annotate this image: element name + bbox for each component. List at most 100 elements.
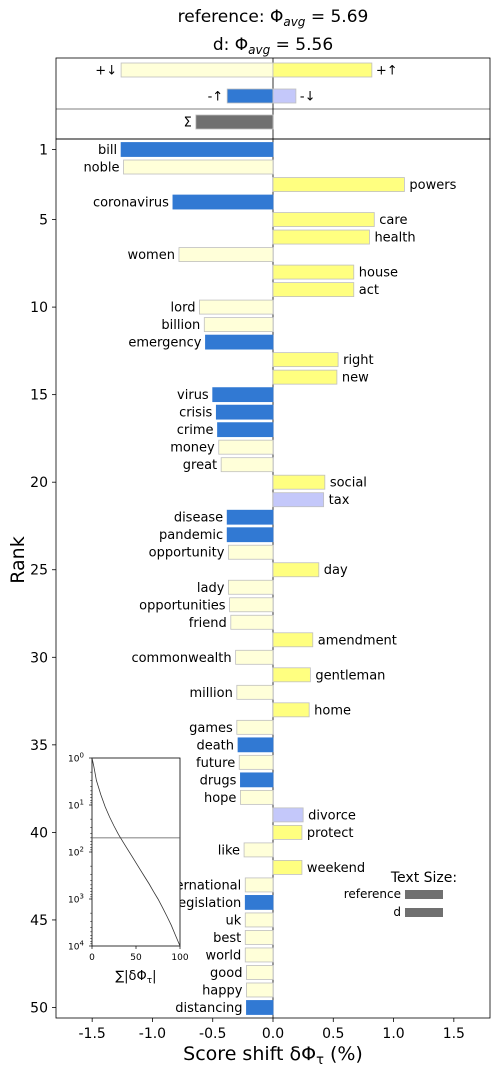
word-label: pandemic	[159, 528, 223, 543]
text-size-label: reference	[344, 887, 401, 901]
word-label: protect	[307, 826, 354, 841]
word-label: act	[359, 283, 379, 298]
inset-y-tick-exponent: 1	[79, 799, 83, 807]
word-label: virus	[177, 388, 209, 403]
word-bar	[236, 684, 274, 700]
inset-y-tick-base: 10	[68, 755, 80, 765]
word-label: coronavirus	[93, 196, 169, 211]
word-bar	[172, 194, 274, 210]
word-label: opportunity	[149, 546, 225, 561]
word-bar	[244, 895, 274, 910]
word-bar	[246, 965, 274, 980]
inset-y-tick-label: 103	[68, 893, 84, 906]
word-label: disease	[174, 511, 223, 526]
word-label: legislation	[175, 896, 242, 911]
word-bar	[244, 877, 274, 893]
word-label: opportunities	[139, 598, 226, 613]
y-tick-label: 5	[39, 213, 48, 229]
word-bar	[244, 947, 274, 963]
summary-label: +↑	[376, 64, 398, 79]
text-size-bar	[405, 908, 443, 917]
word-bar	[220, 457, 274, 473]
word-label: good	[210, 966, 242, 981]
word-label: world	[205, 948, 241, 963]
summary-bar	[226, 88, 274, 104]
word-bar	[123, 159, 274, 175]
word-label: drugs	[200, 773, 237, 788]
word-bar	[226, 509, 274, 525]
x-tick-label: 1.5	[443, 1026, 465, 1042]
summary-label: Σ	[184, 116, 192, 131]
word-bar	[272, 369, 338, 385]
word-bar	[272, 229, 370, 245]
word-bar	[235, 649, 274, 665]
word-label: death	[196, 738, 234, 753]
word-bar	[272, 860, 303, 875]
chart-titles: reference: Φavg = 5.69 d: Φavg = 5.56	[178, 7, 369, 57]
x-tick-label: -1.5	[79, 1026, 106, 1042]
word-label: great	[183, 458, 217, 473]
word-label: crime	[177, 423, 214, 438]
word-label: home	[314, 703, 351, 718]
word-bar	[217, 422, 274, 438]
inset-frame	[91, 757, 181, 947]
word-bar	[246, 982, 274, 998]
word-label: uk	[225, 913, 241, 928]
word-bar	[272, 807, 304, 823]
inset-y-tick-base: 10	[68, 943, 80, 953]
summary-panel: +↓ +↑ -↑ -↓ Σ	[55, 57, 491, 140]
inset-y-tick-exponent: 0	[79, 752, 83, 760]
y-axis-label: Rank	[7, 536, 29, 583]
summary-bar	[272, 88, 297, 104]
word-label: social	[330, 476, 367, 491]
title-reference: reference: Φavg = 5.69	[178, 7, 369, 29]
inset-y-tick-label: 104	[68, 940, 84, 953]
y-tick-label: 25	[30, 563, 48, 579]
summary-bar	[272, 62, 373, 78]
word-label: crisis	[179, 406, 212, 421]
word-label: amendment	[318, 633, 397, 648]
y-tick-label: 50	[30, 1000, 48, 1016]
word-bar	[227, 579, 274, 595]
word-bar	[272, 562, 320, 578]
y-tick-label: 15	[30, 388, 48, 404]
word-bar	[203, 317, 274, 333]
word-label: games	[189, 721, 233, 736]
title-comparison: d: Φavg = 5.56	[213, 35, 333, 57]
x-tick-label: 0.5	[322, 1026, 344, 1042]
inset-y-tick-exponent: 3	[79, 893, 83, 901]
word-bar	[230, 614, 274, 630]
inset-x-label-part: τ	[147, 976, 152, 986]
word-label: bill	[98, 143, 117, 158]
word-bar	[240, 772, 274, 788]
word-label: distancing	[175, 1001, 242, 1016]
inset-y-tick-exponent: 4	[79, 940, 84, 948]
y-tick-label: 45	[30, 913, 48, 929]
inset-y-tick-label: 102	[68, 846, 84, 859]
summary-label: +↓	[95, 64, 117, 79]
word-label: future	[196, 756, 235, 771]
inset-y-tick-base: 10	[68, 896, 80, 906]
y-tick-label: 35	[30, 738, 48, 754]
word-label: divorce	[308, 808, 356, 823]
word-bar	[272, 474, 326, 490]
word-bar	[237, 737, 274, 753]
summary-label: -↑	[208, 90, 224, 105]
word-bar	[238, 754, 274, 770]
word-label: like	[218, 843, 240, 858]
inset-x-label: ∑|δΦτ|	[115, 969, 156, 986]
word-label: money	[170, 441, 215, 456]
inset-y-tick-base: 10	[68, 849, 80, 859]
word-bar	[215, 404, 274, 420]
text-size-label: d	[393, 905, 401, 919]
word-label: lord	[171, 301, 196, 316]
word-label: noble	[83, 161, 119, 176]
word-bar	[272, 282, 355, 297]
y-tick-label: 1	[39, 143, 48, 159]
word-bar	[272, 824, 303, 840]
word-bar	[244, 930, 274, 945]
word-label: emergency	[128, 336, 201, 351]
word-bar	[272, 492, 325, 508]
word-label: health	[374, 231, 415, 246]
word-label: hope	[204, 791, 236, 806]
